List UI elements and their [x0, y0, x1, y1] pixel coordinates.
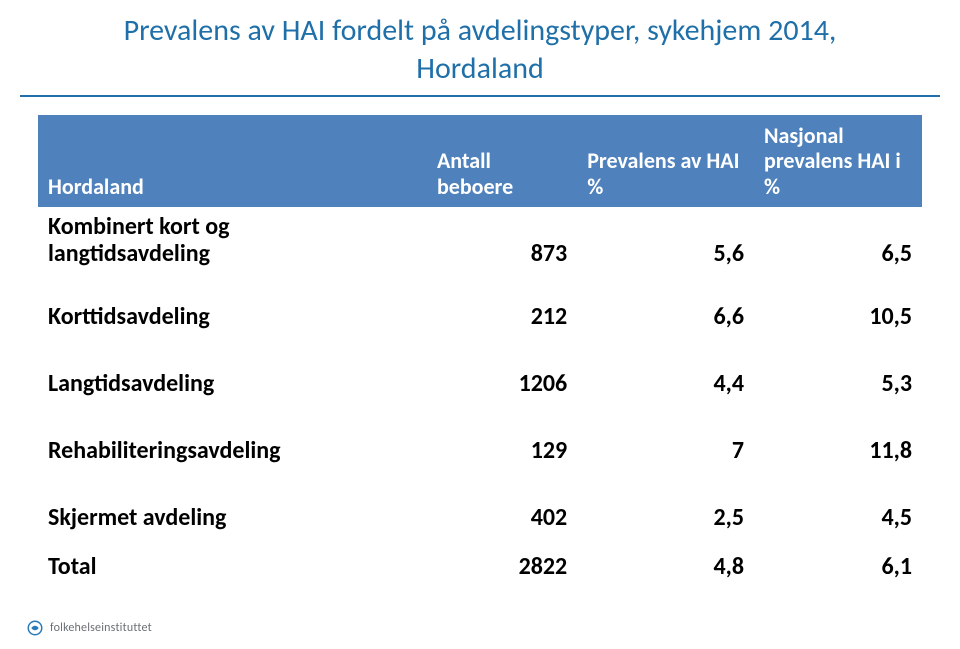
- cell-label: Korttidsavdeling: [38, 292, 427, 341]
- footer: folkehelseinstituttet: [26, 619, 152, 637]
- cell-antall: 873: [427, 207, 577, 274]
- table-row: Total 2822 4,8 6,1: [38, 542, 922, 591]
- cell-prevalens: 5,6: [577, 207, 754, 274]
- cell-prevalens: 4,4: [577, 359, 754, 408]
- footer-text: folkehelseinstituttet: [50, 621, 152, 635]
- col-header-antall: Antall beboere: [427, 115, 577, 207]
- page-title: Prevalens av HAI fordelt på avdelingstyp…: [20, 0, 940, 97]
- cell-nasjonal: 6,1: [754, 542, 922, 591]
- cell-label: Skjermet avdeling: [38, 493, 427, 542]
- cell-label: Kombinert kort og langtidsavdeling: [38, 207, 427, 274]
- cell-prevalens: 4,8: [577, 542, 754, 591]
- table-row: Skjermet avdeling 402 2,5 4,5: [38, 493, 922, 542]
- table-row: Langtidsavdeling 1206 4,4 5,3: [38, 359, 922, 408]
- cell-nasjonal: 4,5: [754, 493, 922, 542]
- data-table: Hordaland Antall beboere Prevalens av HA…: [38, 115, 922, 591]
- table-row: Rehabiliteringsavdeling 129 7 11,8: [38, 426, 922, 475]
- table-row: Kombinert kort og langtidsavdeling 873 5…: [38, 207, 922, 274]
- table-header-row: Hordaland Antall beboere Prevalens av HA…: [38, 115, 922, 207]
- col-header-prevalens: Prevalens av HAI %: [577, 115, 754, 207]
- cell-antall: 2822: [427, 542, 577, 591]
- cell-antall: 212: [427, 292, 577, 341]
- cell-nasjonal: 6,5: [754, 207, 922, 274]
- cell-antall: 402: [427, 493, 577, 542]
- table-container: Hordaland Antall beboere Prevalens av HA…: [0, 115, 960, 591]
- table-row: Korttidsavdeling 212 6,6 10,5: [38, 292, 922, 341]
- cell-prevalens: 7: [577, 426, 754, 475]
- col-header-hordaland: Hordaland: [38, 115, 427, 207]
- cell-nasjonal: 5,3: [754, 359, 922, 408]
- cell-prevalens: 2,5: [577, 493, 754, 542]
- logo-icon: [26, 619, 44, 637]
- cell-antall: 1206: [427, 359, 577, 408]
- cell-antall: 129: [427, 426, 577, 475]
- cell-nasjonal: 10,5: [754, 292, 922, 341]
- cell-label: Total: [38, 542, 427, 591]
- cell-label: Rehabiliteringsavdeling: [38, 426, 427, 475]
- cell-nasjonal: 11,8: [754, 426, 922, 475]
- col-header-nasjonal: Nasjonal prevalens HAI i %: [754, 115, 922, 207]
- cell-label: Langtidsavdeling: [38, 359, 427, 408]
- cell-prevalens: 6,6: [577, 292, 754, 341]
